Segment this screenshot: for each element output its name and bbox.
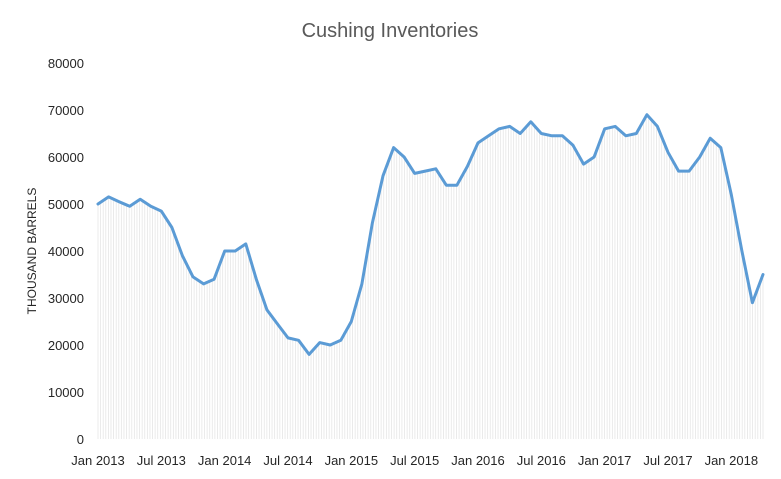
y-tick-label: 70000 xyxy=(48,103,84,118)
y-tick-label: 10000 xyxy=(48,385,84,400)
y-tick-label: 50000 xyxy=(48,197,84,212)
y-tick-label: 30000 xyxy=(48,291,84,306)
drop-lines xyxy=(97,116,764,439)
x-tick-label: Jan 2017 xyxy=(578,453,632,468)
x-tick-label: Jan 2018 xyxy=(705,453,759,468)
x-tick-label: Jul 2015 xyxy=(390,453,439,468)
y-axis-ticks: 0 10000 20000 30000 40000 50000 60000 70000 8000… xyxy=(48,56,84,447)
inventory-series-line xyxy=(96,113,765,356)
y-axis-title: THOUSAND BARRELS xyxy=(25,188,39,315)
y-tick-label: 80000 xyxy=(48,56,84,71)
x-tick-label: Jul 2014 xyxy=(263,453,312,468)
x-axis-ticks: Jan 2013 Jul 2013 Jan 2014 Jul 2014 Jan 2015… xyxy=(71,453,758,468)
x-tick-label: Jan 2014 xyxy=(198,453,252,468)
x-tick-label: Jan 2016 xyxy=(451,453,505,468)
chart-title: Cushing Inventories xyxy=(302,20,479,42)
x-tick-label: Jan 2015 xyxy=(325,453,379,468)
x-tick-label: Jul 2017 xyxy=(643,453,692,468)
x-tick-label: Jul 2016 xyxy=(517,453,566,468)
x-tick-label: Jul 2013 xyxy=(137,453,186,468)
y-tick-label: 20000 xyxy=(48,338,84,353)
y-tick-label: 40000 xyxy=(48,244,84,259)
y-tick-label: 60000 xyxy=(48,150,84,165)
x-tick-label: Jan 2013 xyxy=(71,453,125,468)
y-tick-label: 0 xyxy=(77,432,84,447)
